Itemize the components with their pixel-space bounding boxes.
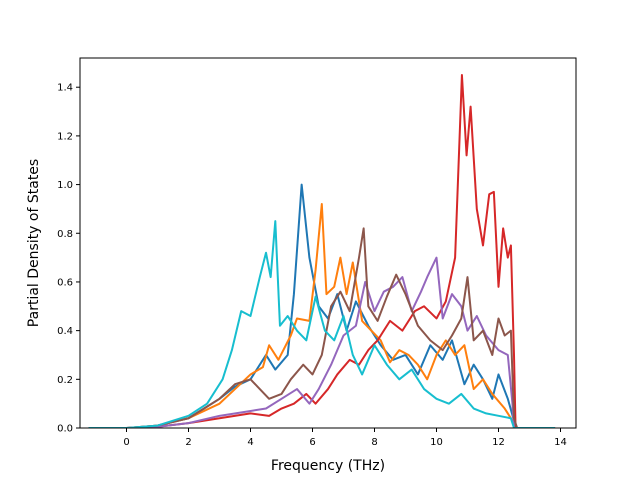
y-tick-label: 1.0 [57,180,73,191]
plot-area [80,58,576,428]
y-tick-label: 0.4 [57,326,73,337]
y-tick-label: 0.8 [57,229,73,240]
plot-frame [79,57,577,429]
x-tick-label: 4 [247,437,253,448]
y-axis: 0.0 0.2 0.4 0.6 0.8 1.0 1.2 1.4 [57,83,80,435]
y-tick-label: 1.2 [57,131,73,142]
series-line-2 [88,203,556,428]
y-tick-label: 1.4 [57,83,73,94]
x-tick-label: 2 [185,437,191,448]
x-tick-label: 10 [430,437,443,448]
series-line-3 [88,74,556,428]
y-tick-label: 0.0 [57,424,73,435]
y-tick-label: 0.2 [57,375,73,386]
x-axis-label: Frequency (THz) [271,458,385,474]
series-line-6 [88,220,556,428]
x-tick-label: 8 [371,437,377,448]
x-tick-label: 14 [554,437,567,448]
y-tick-label: 0.6 [57,277,73,288]
x-tick-label: 12 [492,437,505,448]
x-axis: 0 2 4 6 8 10 12 14 [123,428,567,448]
x-tick-label: 0 [123,437,129,448]
x-tick-label: 6 [309,437,315,448]
y-axis-label: Partial Density of States [26,159,42,327]
series-line-4 [88,256,556,428]
series-line-5 [88,227,556,428]
series-layer [88,74,556,428]
